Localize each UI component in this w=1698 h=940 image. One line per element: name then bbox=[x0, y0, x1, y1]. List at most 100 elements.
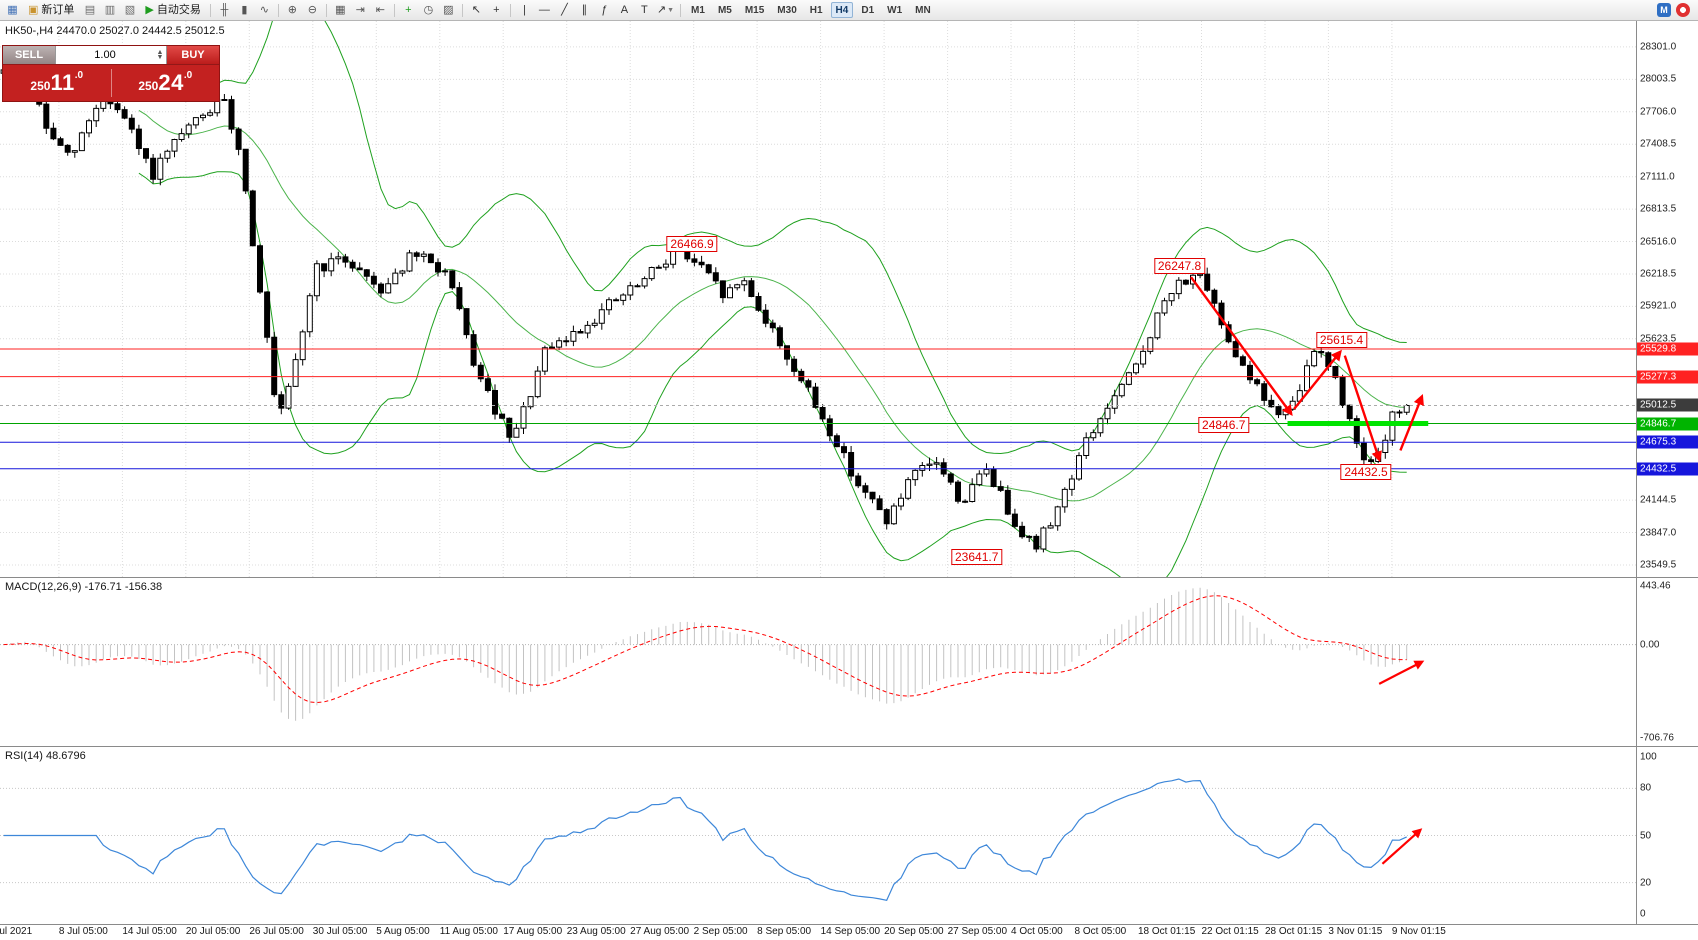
price-chart-panel: HK50-,H4 24470.0 25027.0 24442.5 25012.5… bbox=[0, 21, 1698, 577]
volume-field[interactable]: 1.00 ▲ ▼ bbox=[55, 46, 167, 64]
macd-plot[interactable]: MACD(12,26,9) -176.71 -156.38 bbox=[0, 578, 1636, 746]
sell-button[interactable]: SELL bbox=[3, 46, 55, 64]
community-icon[interactable]: M bbox=[1657, 3, 1671, 17]
trendline-icon: ╱ bbox=[561, 3, 568, 16]
arrows-tool-icon[interactable]: ↗ ▼ bbox=[655, 2, 676, 19]
candlestick-chart-icon: ▮ bbox=[241, 3, 248, 16]
chart-windows-icon[interactable]: ▤ bbox=[80, 2, 99, 19]
buy-price-prefix: 250 bbox=[138, 79, 159, 93]
price-axis[interactable]: 28301.0 28003.5 27706.0 27408.5 27111.0 26813… bbox=[1636, 21, 1698, 577]
price-tag: 24432.5 bbox=[1637, 462, 1698, 476]
price-chart-plot[interactable]: HK50-,H4 24470.0 25027.0 24442.5 25012.5… bbox=[0, 21, 1636, 577]
volume-down-icon[interactable]: ▼ bbox=[156, 54, 164, 61]
candlestick-chart-icon[interactable]: ▮ bbox=[235, 2, 254, 19]
autotrading-button[interactable]: ▶ 自动交易 bbox=[140, 2, 205, 19]
volume-value[interactable]: 1.00 bbox=[94, 49, 116, 61]
text-icon[interactable]: A bbox=[615, 2, 634, 19]
new-order-button[interactable]: ▣ 新订单 bbox=[23, 2, 79, 19]
time-axis-label: 2 Sep 05:00 bbox=[693, 926, 748, 937]
charts-icon[interactable]: ▦ bbox=[3, 2, 22, 19]
timeframe-m30-button[interactable]: M30 bbox=[777, 4, 797, 16]
timeframe-h4-button[interactable]: H4 bbox=[830, 2, 854, 18]
time-axis-label: 8 Jul 05:00 bbox=[58, 926, 108, 937]
time-axis-label: 28 Oct 01:15 bbox=[1264, 926, 1323, 937]
price-tag: 24675.3 bbox=[1637, 435, 1698, 449]
timeframe-m15-button[interactable]: M15 bbox=[744, 4, 765, 16]
bar-chart-icon[interactable]: ╫ bbox=[215, 2, 234, 19]
cursor-icon[interactable]: ↖ bbox=[467, 2, 486, 19]
channel-icon[interactable]: ∥ bbox=[575, 2, 594, 19]
macd-axis[interactable]: 443.46 0.00 -706.76 bbox=[1636, 578, 1698, 746]
vertical-line-icon[interactable]: | bbox=[515, 2, 534, 19]
macd-axis-label: -706.76 bbox=[1640, 732, 1674, 744]
line-chart-icon[interactable]: ∿ bbox=[255, 2, 274, 19]
zoom-out-icon[interactable]: ⊖ bbox=[303, 2, 322, 19]
fibonacci-icon: ƒ bbox=[601, 3, 608, 16]
volume-up-icon[interactable]: ▲ bbox=[156, 49, 164, 56]
time-axis-label: 30 Jul 05:00 bbox=[312, 926, 368, 937]
price-divider bbox=[110, 69, 112, 97]
data-window-icon: ▧ bbox=[124, 3, 136, 16]
cursor-icon: ↖ bbox=[471, 3, 481, 16]
crosshair-icon[interactable]: + bbox=[487, 2, 506, 19]
price-axis-label: 23549.5 bbox=[1640, 559, 1677, 571]
time-axis-label: 26 Jul 05:00 bbox=[249, 926, 304, 937]
toolbar-separator bbox=[509, 3, 511, 17]
timeframe-m5-button[interactable]: M5 bbox=[717, 4, 732, 16]
data-window-icon[interactable]: ▧ bbox=[120, 2, 139, 19]
main-toolbar: ▦ ▣ 新订单 ▤ ▥ ▧ ▶ 自动交易 ╫ ▮ ∿ ⊕ ⊖ ▦ ⇥ ⇤ + ◷ ▨ ↖ + | — ╱ ∥ ƒ A T ↗ ▼ M1 M5 M… bbox=[0, 0, 1698, 21]
toolbar-separator bbox=[680, 3, 682, 17]
chart-shift-icon[interactable]: ⇤ bbox=[371, 2, 390, 19]
fibonacci-icon[interactable]: ƒ bbox=[595, 2, 614, 19]
toolbar-separator bbox=[393, 3, 395, 17]
alert-icon[interactable] bbox=[1676, 3, 1690, 17]
price-axis-label: 26813.5 bbox=[1640, 203, 1677, 215]
market-watch-icon[interactable]: ▥ bbox=[100, 2, 119, 19]
line-chart-icon: ∿ bbox=[259, 3, 269, 16]
volume-stepper[interactable]: ▲ ▼ bbox=[154, 49, 166, 61]
timeframe-w1-button[interactable]: W1 bbox=[887, 4, 903, 16]
buy-price[interactable]: 25024.0 bbox=[112, 70, 220, 96]
templates-icon[interactable]: ▨ bbox=[439, 2, 458, 19]
timeframe-d1-button[interactable]: D1 bbox=[861, 4, 875, 16]
periods-icon[interactable]: ◷ bbox=[419, 2, 438, 19]
timeframe-h1-button[interactable]: H1 bbox=[809, 4, 823, 16]
charts-icon: ▦ bbox=[7, 3, 18, 16]
dropdown-arrow-icon: ▼ bbox=[667, 6, 675, 14]
autotrading-icon: ▶ bbox=[145, 3, 154, 16]
sell-price-suffix: .0 bbox=[74, 70, 84, 81]
zoom-in-icon: ⊕ bbox=[287, 3, 297, 16]
sell-price[interactable]: 25011.0 bbox=[3, 70, 111, 96]
horizontal-line-icon[interactable]: — bbox=[535, 2, 554, 19]
price-axis-label: 25921.0 bbox=[1640, 300, 1677, 312]
time-axis-label: 5 Aug 05:00 bbox=[376, 926, 430, 937]
one-click-trading-panel: SELL 1.00 ▲ ▼ BUY 25011.0 25024.0 bbox=[2, 45, 220, 102]
auto-scroll-icon: ⇥ bbox=[355, 3, 365, 16]
toolbar-right-group: M bbox=[1657, 3, 1695, 17]
price-axis-label: 24144.5 bbox=[1640, 494, 1677, 506]
tile-windows-icon[interactable]: ▦ bbox=[331, 2, 350, 19]
indicators-icon[interactable]: + bbox=[399, 2, 418, 19]
channel-icon: ∥ bbox=[581, 3, 588, 16]
price-tag: 25529.8 bbox=[1637, 342, 1698, 356]
zoom-in-icon[interactable]: ⊕ bbox=[283, 2, 302, 19]
rsi-indicator-panel: RSI(14) 48.6796 100 80 50 20 0 bbox=[0, 746, 1698, 924]
buy-button[interactable]: BUY bbox=[167, 46, 219, 64]
time-axis[interactable]: 5 Jul 2021 8 Jul 05:00 14 Jul 05:00 20 Jul … bbox=[0, 924, 1698, 940]
trendline-icon[interactable]: ╱ bbox=[555, 2, 574, 19]
toolbar-separator bbox=[325, 3, 327, 17]
toolbar-separator bbox=[277, 3, 279, 17]
rsi-axis[interactable]: 100 80 50 20 0 bbox=[1636, 747, 1698, 924]
label-icon[interactable]: T bbox=[635, 2, 654, 19]
time-axis-label: 17 Aug 05:00 bbox=[503, 926, 563, 937]
time-axis-label: 9 Nov 01:15 bbox=[1391, 926, 1446, 937]
timeframe-mn-button[interactable]: MN bbox=[915, 4, 931, 16]
macd-svg bbox=[0, 587, 1636, 721]
templates-icon: ▨ bbox=[443, 3, 454, 16]
buy-price-suffix: .0 bbox=[183, 70, 193, 81]
price-tag: 25277.3 bbox=[1637, 370, 1698, 384]
time-axis-label: 20 Sep 05:00 bbox=[884, 926, 944, 937]
auto-scroll-icon[interactable]: ⇥ bbox=[351, 2, 370, 19]
timeframe-m1-button[interactable]: M1 bbox=[691, 4, 705, 16]
rsi-plot[interactable]: RSI(14) 48.6796 bbox=[0, 747, 1636, 924]
